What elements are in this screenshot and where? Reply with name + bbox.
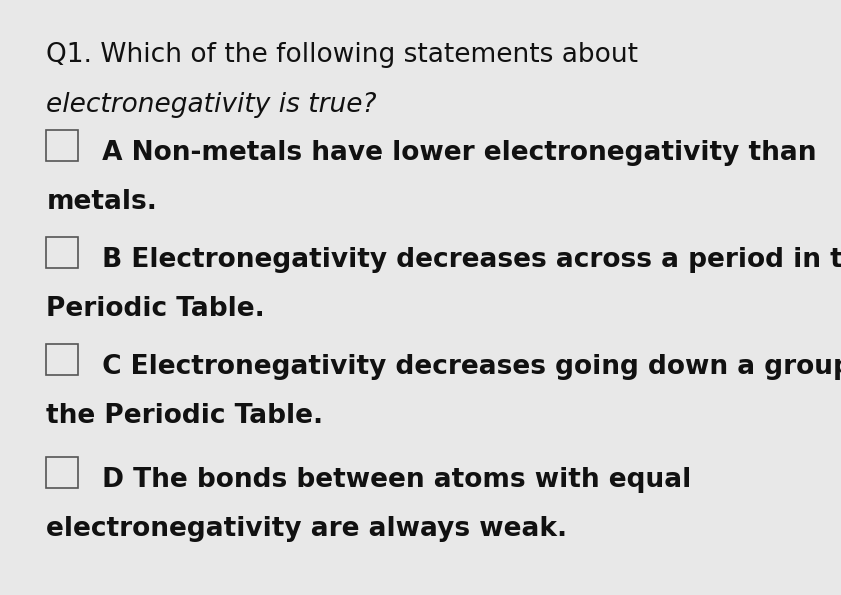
Bar [46,130,78,161]
Text: D The bonds between atoms with equal: D The bonds between atoms with equal [93,467,690,493]
Text: Q1. Which of the following statements about: Q1. Which of the following statements ab… [46,42,638,68]
Text: the Periodic Table.: the Periodic Table. [46,403,324,429]
Bar [46,344,78,375]
Text: A Non-metals have lower electronegativity than: A Non-metals have lower electronegativit… [93,140,816,166]
Text: electronegativity are always weak.: electronegativity are always weak. [46,516,568,542]
Text: B Electronegativity decreases across a period in the: B Electronegativity decreases across a p… [93,247,841,273]
Bar [46,457,78,488]
Text: metals.: metals. [46,189,157,215]
Text: electronegativity is true?: electronegativity is true? [46,92,377,118]
Text: Periodic Table.: Periodic Table. [46,296,265,322]
Text: C Electronegativity decreases going down a group in: C Electronegativity decreases going down… [93,354,841,380]
Bar [46,237,78,268]
